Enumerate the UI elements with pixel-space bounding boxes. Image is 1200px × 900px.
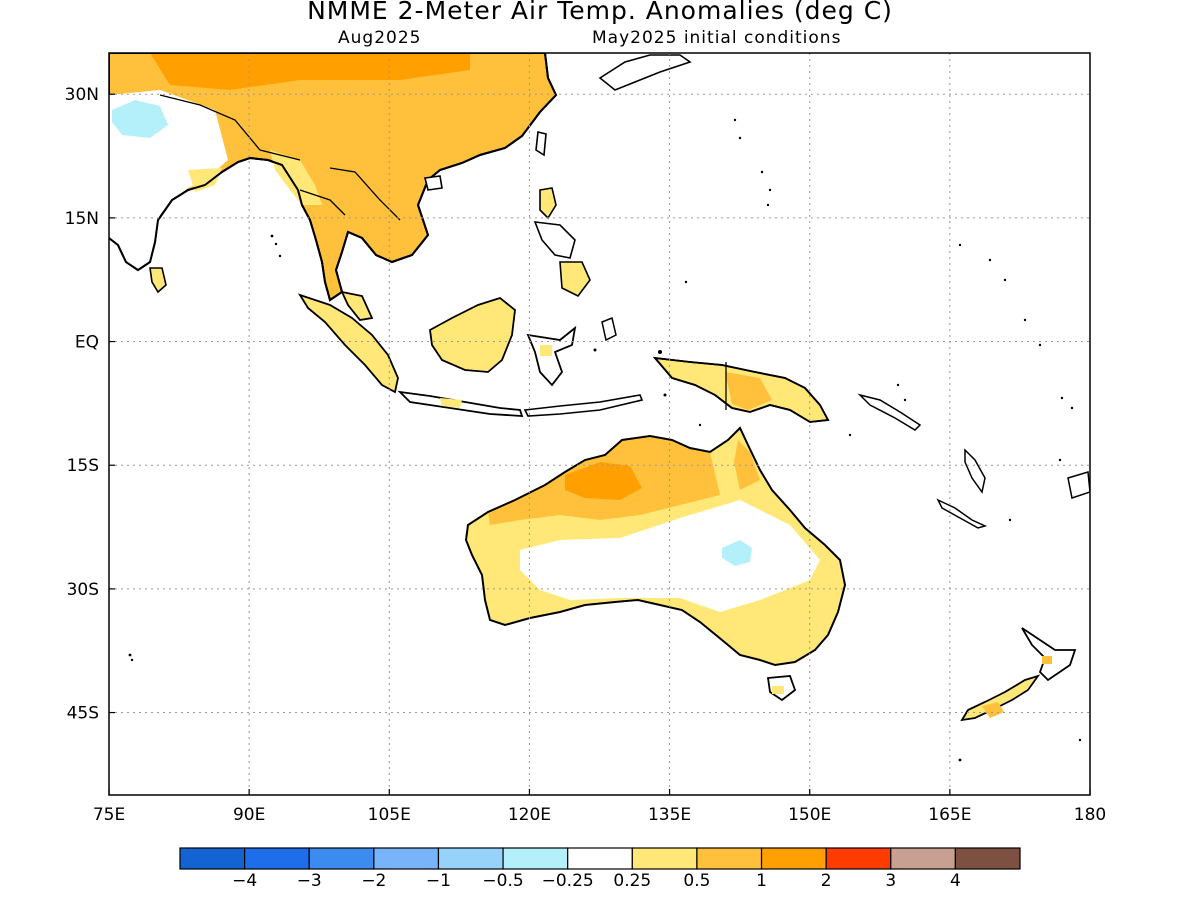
land-new-zealand [960,627,1077,722]
land-taiwan [535,131,547,157]
land-sulawesi [526,325,577,387]
land-new-caledonia [936,498,988,529]
colorbar-swatch [567,847,633,870]
lon-tick-label: 120E [508,805,551,825]
longitude-axis: 75E 90E 105E 120E 135E 150E 165E 180 [93,789,1106,825]
lon-tick-label: 135E [648,805,691,825]
land-solomon-islands [857,393,922,431]
initial-conditions-label: May2025 initial conditions [592,28,842,48]
lon-tick-label: 180 [1074,805,1106,825]
land-fiji [1067,471,1090,499]
colorbar-swatch [179,847,246,870]
colorbar-label: 0.5 [683,871,710,891]
colorbar-label: −0.5 [482,871,523,891]
land-halmahera [601,316,617,342]
colorbar-swatch [308,847,375,870]
colorbar-swatch [631,847,698,870]
lat-tick-label: 45S [67,704,99,724]
colorbar-label: 2 [821,871,832,891]
land-hainan [424,175,443,191]
lon-tick-label: 105E [368,805,411,825]
land-sri-lanka [149,267,167,294]
colorbar-swatch [696,847,763,870]
lat-tick-label: EQ [75,333,99,353]
small-islands [128,118,1082,762]
valid-month-label: Aug2025 [338,28,422,48]
lon-tick-label: 165E [928,805,971,825]
land-east-asia [109,53,558,302]
map-layer [109,53,1090,762]
land-philippines [533,187,591,298]
land-australia [464,426,847,667]
map-title: NMME 2-Meter Air Temp. Anomalies (deg C) [307,0,893,25]
colorbar-label: −0.25 [542,871,594,891]
land-sumatra [297,290,399,394]
colorbar-swatch [760,847,827,870]
colorbar-label: −2 [361,871,386,891]
colorbar-swatch [244,847,310,870]
land-borneo [429,296,516,373]
colorbar-label: −3 [297,871,322,891]
land-new-guinea [652,356,830,423]
lat-tick-label: 15S [67,456,99,476]
colorbar-swatch [502,847,569,870]
lon-tick-label: 75E [93,805,125,825]
grid-lines [109,53,1090,795]
colorbar-swatch [890,847,956,870]
lat-tick-label: 15N [65,209,99,229]
land-lesser-sunda [523,394,644,417]
colorbar-swatch [825,847,892,870]
colorbar-swatch [373,847,440,870]
colorbar: −4 −3 −2 −1 −0.5 −0.25 0.25 0.5 1 2 3 4 [179,847,1021,891]
colorbar-label: −1 [426,871,451,891]
latitude-axis: 30N 15N EQ 15S 30S 45S [65,85,115,724]
lat-tick-label: 30S [67,580,99,600]
colorbar-swatch [437,847,504,870]
colorbar-label: 4 [950,871,961,891]
lon-tick-label: 90E [233,805,265,825]
colorbar-label: 3 [885,871,896,891]
colorbar-swatch [954,847,1021,870]
colorbar-label: 0.25 [613,871,651,891]
plot-frame [108,52,1091,796]
land-japan [598,54,692,91]
lon-tick-label: 150E [788,805,831,825]
colorbar-label: 1 [756,871,767,891]
lat-tick-label: 30N [65,85,99,105]
colorbar-label: −4 [232,871,257,891]
land-vanuatu [964,448,986,494]
